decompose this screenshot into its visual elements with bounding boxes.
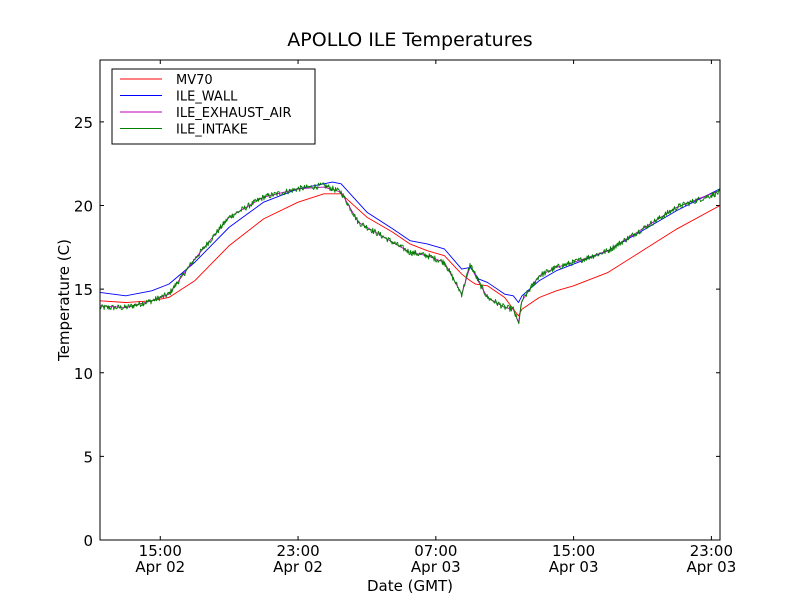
legend-label: MV70 [176, 73, 213, 88]
chart-title: APOLLO ILE Temperatures [287, 29, 532, 51]
x-tick-label-time: 23:00 [276, 542, 319, 560]
x-tick-label-date: Apr 03 [411, 558, 461, 576]
plot-area-frame [99, 59, 721, 541]
y-tick-label: 10 [74, 365, 93, 383]
x-tick-label-date: Apr 02 [135, 558, 185, 576]
x-tick-label-time: 15:00 [552, 542, 595, 560]
y-tick-label: 0 [83, 532, 93, 550]
x-axis-label: Date (GMT) [367, 577, 453, 595]
series-line-ile-wall [99, 181, 721, 303]
legend-label: ILE_WALL [176, 90, 238, 105]
series-line-ile-intake [99, 182, 721, 325]
y-tick-label: 25 [74, 114, 93, 132]
x-tick-label-date: Apr 03 [686, 558, 736, 576]
x-tick-label-date: Apr 03 [549, 558, 599, 576]
y-tick-label: 15 [74, 281, 93, 299]
y-axis-label: Temperature (C) [55, 239, 73, 362]
x-tick-label-time: 23:00 [690, 542, 733, 560]
x-tick-label-time: 15:00 [139, 542, 182, 560]
x-tick-label-date: Apr 02 [273, 558, 323, 576]
series-group [99, 181, 721, 325]
x-tick-label-time: 07:00 [414, 542, 457, 560]
legend-label: ILE_INTAKE [176, 123, 248, 138]
series-line-mv70 [99, 193, 721, 317]
y-tick-label: 5 [83, 448, 93, 466]
y-tick-label: 20 [74, 198, 93, 216]
legend-frame [111, 68, 316, 145]
legend-label: ILE_EXHAUST_AIR [176, 106, 292, 121]
